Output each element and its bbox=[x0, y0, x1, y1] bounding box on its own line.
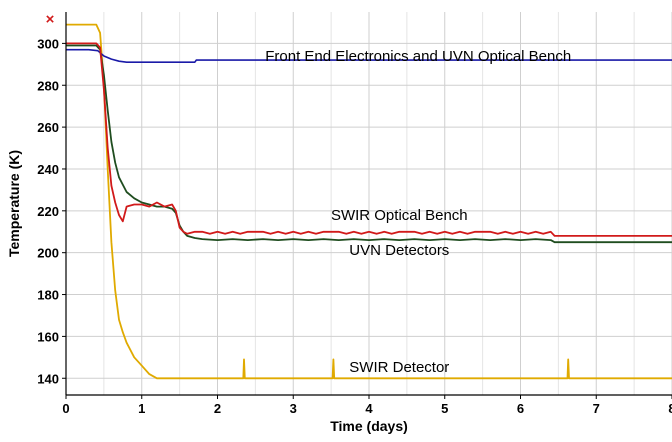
grid bbox=[66, 12, 672, 395]
x-tick-label: 5 bbox=[441, 401, 448, 416]
y-tick-label: 300 bbox=[37, 36, 59, 51]
series-annotation: SWIR Optical Bench bbox=[331, 207, 468, 224]
y-tick-label: 160 bbox=[37, 329, 59, 344]
y-tick-label: 140 bbox=[37, 371, 59, 386]
x-tick-label: 3 bbox=[290, 401, 297, 416]
x-axis-title: Time (days) bbox=[330, 418, 408, 434]
y-axis-title: Temperature (K) bbox=[6, 150, 22, 257]
annotations: Front End Electronics and UVN Optical Be… bbox=[265, 48, 571, 376]
series-line-swir-detector bbox=[66, 23, 672, 380]
y-tick-label: 220 bbox=[37, 204, 59, 219]
series-annotation: SWIR Detector bbox=[349, 359, 449, 376]
y-tick-label: 260 bbox=[37, 120, 59, 135]
y-tick-label: 240 bbox=[37, 162, 59, 177]
x-tick-label: 6 bbox=[517, 401, 524, 416]
series-line-uvn-detectors bbox=[66, 44, 672, 244]
series-lines bbox=[66, 23, 672, 380]
series-annotation: Front End Electronics and UVN Optical Be… bbox=[265, 48, 571, 65]
y-tick-label: 280 bbox=[37, 78, 59, 93]
x-tick-label: 1 bbox=[138, 401, 145, 416]
marker-x-icon: × bbox=[46, 11, 55, 28]
x-tick-label: 2 bbox=[214, 401, 221, 416]
x-tick-label: 0 bbox=[62, 401, 69, 416]
x-tick-label: 4 bbox=[365, 401, 373, 416]
series-line-swir-bench bbox=[66, 42, 672, 237]
series-annotation: UVN Detectors bbox=[349, 242, 449, 259]
tick-labels: 0 1 2 3 4 5 6 7 8 140 160 180 200 220 240 260 280 300 bbox=[37, 36, 672, 416]
x-tick-label: 7 bbox=[593, 401, 600, 416]
y-tick-label: 180 bbox=[37, 288, 59, 303]
x-tick-label: 8 bbox=[668, 401, 672, 416]
y-tick-label: 200 bbox=[37, 246, 59, 261]
